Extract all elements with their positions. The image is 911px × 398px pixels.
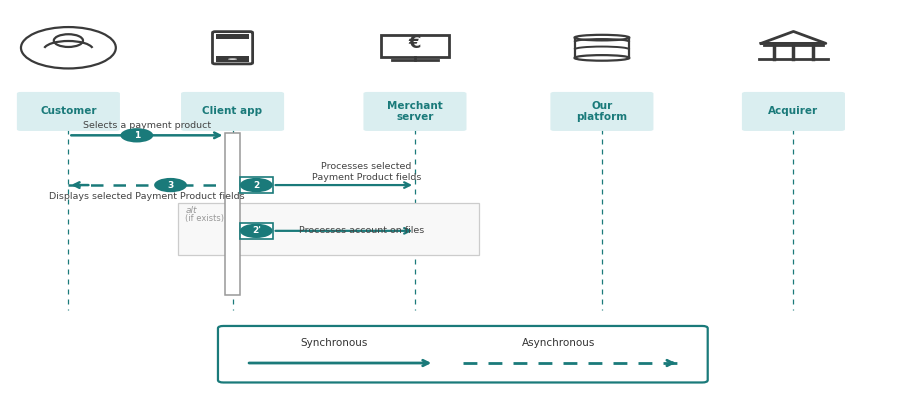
FancyBboxPatch shape bbox=[550, 92, 652, 131]
Text: Asynchronous: Asynchronous bbox=[521, 338, 595, 348]
FancyBboxPatch shape bbox=[218, 326, 707, 382]
Text: 3: 3 bbox=[168, 181, 173, 189]
Text: 2: 2 bbox=[253, 181, 259, 189]
Text: Displays selected Payment Product fields: Displays selected Payment Product fields bbox=[49, 192, 244, 201]
Circle shape bbox=[120, 128, 153, 142]
Ellipse shape bbox=[574, 35, 629, 40]
Text: alt: alt bbox=[185, 206, 197, 215]
Text: Client app: Client app bbox=[202, 106, 262, 117]
Circle shape bbox=[240, 178, 272, 192]
Text: Synchronous: Synchronous bbox=[300, 338, 367, 348]
Text: Merchant
server: Merchant server bbox=[386, 101, 443, 122]
FancyBboxPatch shape bbox=[16, 92, 119, 131]
Text: €: € bbox=[408, 33, 421, 52]
Bar bbox=[225, 133, 240, 295]
Text: Selects a payment product: Selects a payment product bbox=[83, 121, 210, 130]
Bar bbox=[381, 35, 449, 57]
FancyBboxPatch shape bbox=[742, 92, 844, 131]
Text: Customer: Customer bbox=[40, 106, 97, 117]
Bar bbox=[216, 56, 249, 62]
Circle shape bbox=[154, 178, 187, 192]
Bar bbox=[216, 34, 249, 39]
Ellipse shape bbox=[574, 55, 629, 60]
FancyBboxPatch shape bbox=[180, 92, 284, 131]
Circle shape bbox=[240, 224, 272, 238]
Text: Our
platform: Our platform bbox=[576, 101, 627, 122]
Bar bbox=[178, 203, 478, 255]
Text: 1: 1 bbox=[134, 131, 139, 140]
Text: Processes account on files: Processes account on files bbox=[299, 226, 425, 235]
FancyBboxPatch shape bbox=[212, 32, 252, 64]
Text: Acquirer: Acquirer bbox=[768, 106, 817, 117]
Bar bbox=[240, 177, 272, 193]
FancyBboxPatch shape bbox=[363, 92, 466, 131]
Ellipse shape bbox=[226, 58, 239, 60]
Bar bbox=[240, 223, 272, 239]
Text: (if exists): (if exists) bbox=[185, 214, 224, 223]
Text: 2': 2' bbox=[251, 226, 261, 235]
Text: Processes selected
Payment Product fields: Processes selected Payment Product field… bbox=[312, 162, 421, 181]
